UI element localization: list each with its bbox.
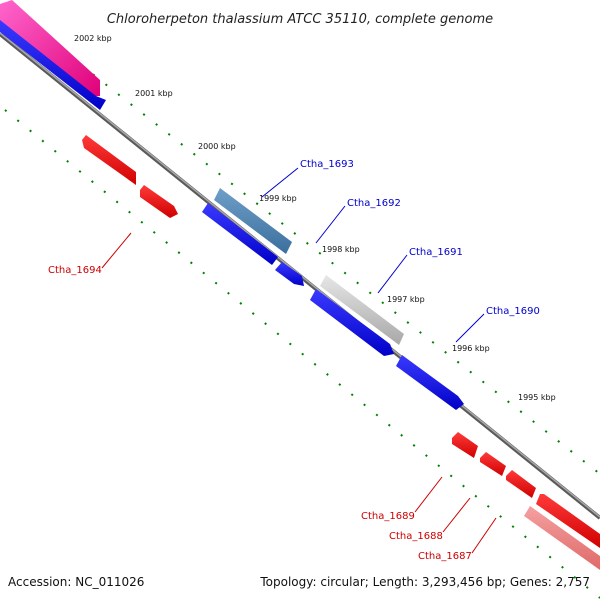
forward-genes [0,0,464,410]
gene-label-ctha-1691[interactable]: Ctha_1691 [409,247,463,258]
forward-gene-labels: Ctha_1693 Ctha_1692 Ctha_1691 Ctha_1690 [261,159,540,343]
gene-arrow-ctha-1689[interactable] [452,432,478,458]
gene-arrow-ctha-1687[interactable] [506,470,536,498]
gene-label-ctha-1693[interactable]: Ctha_1693 [300,159,354,170]
gene-label-ctha-1692[interactable]: Ctha_1692 [347,198,401,209]
gene-label-ctha-1687[interactable]: Ctha_1687 [418,551,472,562]
tick-marks [4,4,600,599]
tick-row-inner [4,109,600,599]
kbp-label-2001: 2001 kbp [135,89,173,98]
kbp-label-1999: 1999 kbp [259,194,297,203]
gene-label-ctha-1690[interactable]: Ctha_1690 [486,306,540,317]
gene-label-ctha-1688[interactable]: Ctha_1688 [389,531,443,542]
gene-arrow-ctha-1694[interactable] [82,135,136,185]
kbp-label-1996: 1996 kbp [452,344,490,353]
kbp-label-1997: 1997 kbp [387,295,425,304]
leader-line-ctha-1691 [377,254,408,294]
gene-arrow-ctha-1694b[interactable] [140,185,178,218]
gene-arrow-blue-left[interactable] [0,20,106,110]
gene-label-ctha-1689[interactable]: Ctha_1689 [361,511,415,522]
gene-arrow-ctha-1693[interactable] [214,188,292,254]
reverse-gene-labels: Ctha_1694 Ctha_1689 Ctha_1688 Ctha_1687 [48,232,497,562]
leader-line-ctha-1687 [471,517,497,554]
kbp-label-2002: 2002 kbp [74,34,112,43]
genome-info-text: Topology: circular; Length: 3,293,456 bp… [259,575,590,589]
gene-label-ctha-1694[interactable]: Ctha_1694 [48,265,102,276]
kbp-labels: 2002 kbp 2001 kbp 2000 kbp 1999 kbp 1998… [74,34,556,402]
leader-line-ctha-1694 [101,232,132,269]
leader-line-ctha-1688 [442,497,471,533]
gene-arrow-pink[interactable] [0,0,100,96]
leader-line-ctha-1692 [315,205,346,244]
gene-arrow-ctha-1692b[interactable] [275,262,304,286]
gene-arrow-ctha-1688[interactable] [480,452,506,476]
leader-line-ctha-1690 [455,313,485,343]
leader-line-ctha-1689 [414,476,443,513]
kbp-label-2000: 2000 kbp [198,142,236,151]
gene-arrow-red-right[interactable] [536,494,600,548]
map-title: Chloroherpeton thalassium ATCC 35110, co… [107,12,493,27]
accession-text: Accession: NC_011026 [8,575,144,589]
reverse-genes [82,135,600,570]
gene-arrow-ctha-1691b[interactable] [310,289,394,356]
kbp-label-1998: 1998 kbp [322,245,360,254]
gene-arrow-ctha-1691[interactable] [320,275,404,345]
gene-arrow-ctha-1692[interactable] [202,203,278,265]
leader-line-ctha-1693 [261,167,299,198]
gene-arrow-ctha-1690[interactable] [396,355,464,410]
gene-arrow-lightred[interactable] [524,506,600,570]
kbp-label-1995: 1995 kbp [518,393,556,402]
